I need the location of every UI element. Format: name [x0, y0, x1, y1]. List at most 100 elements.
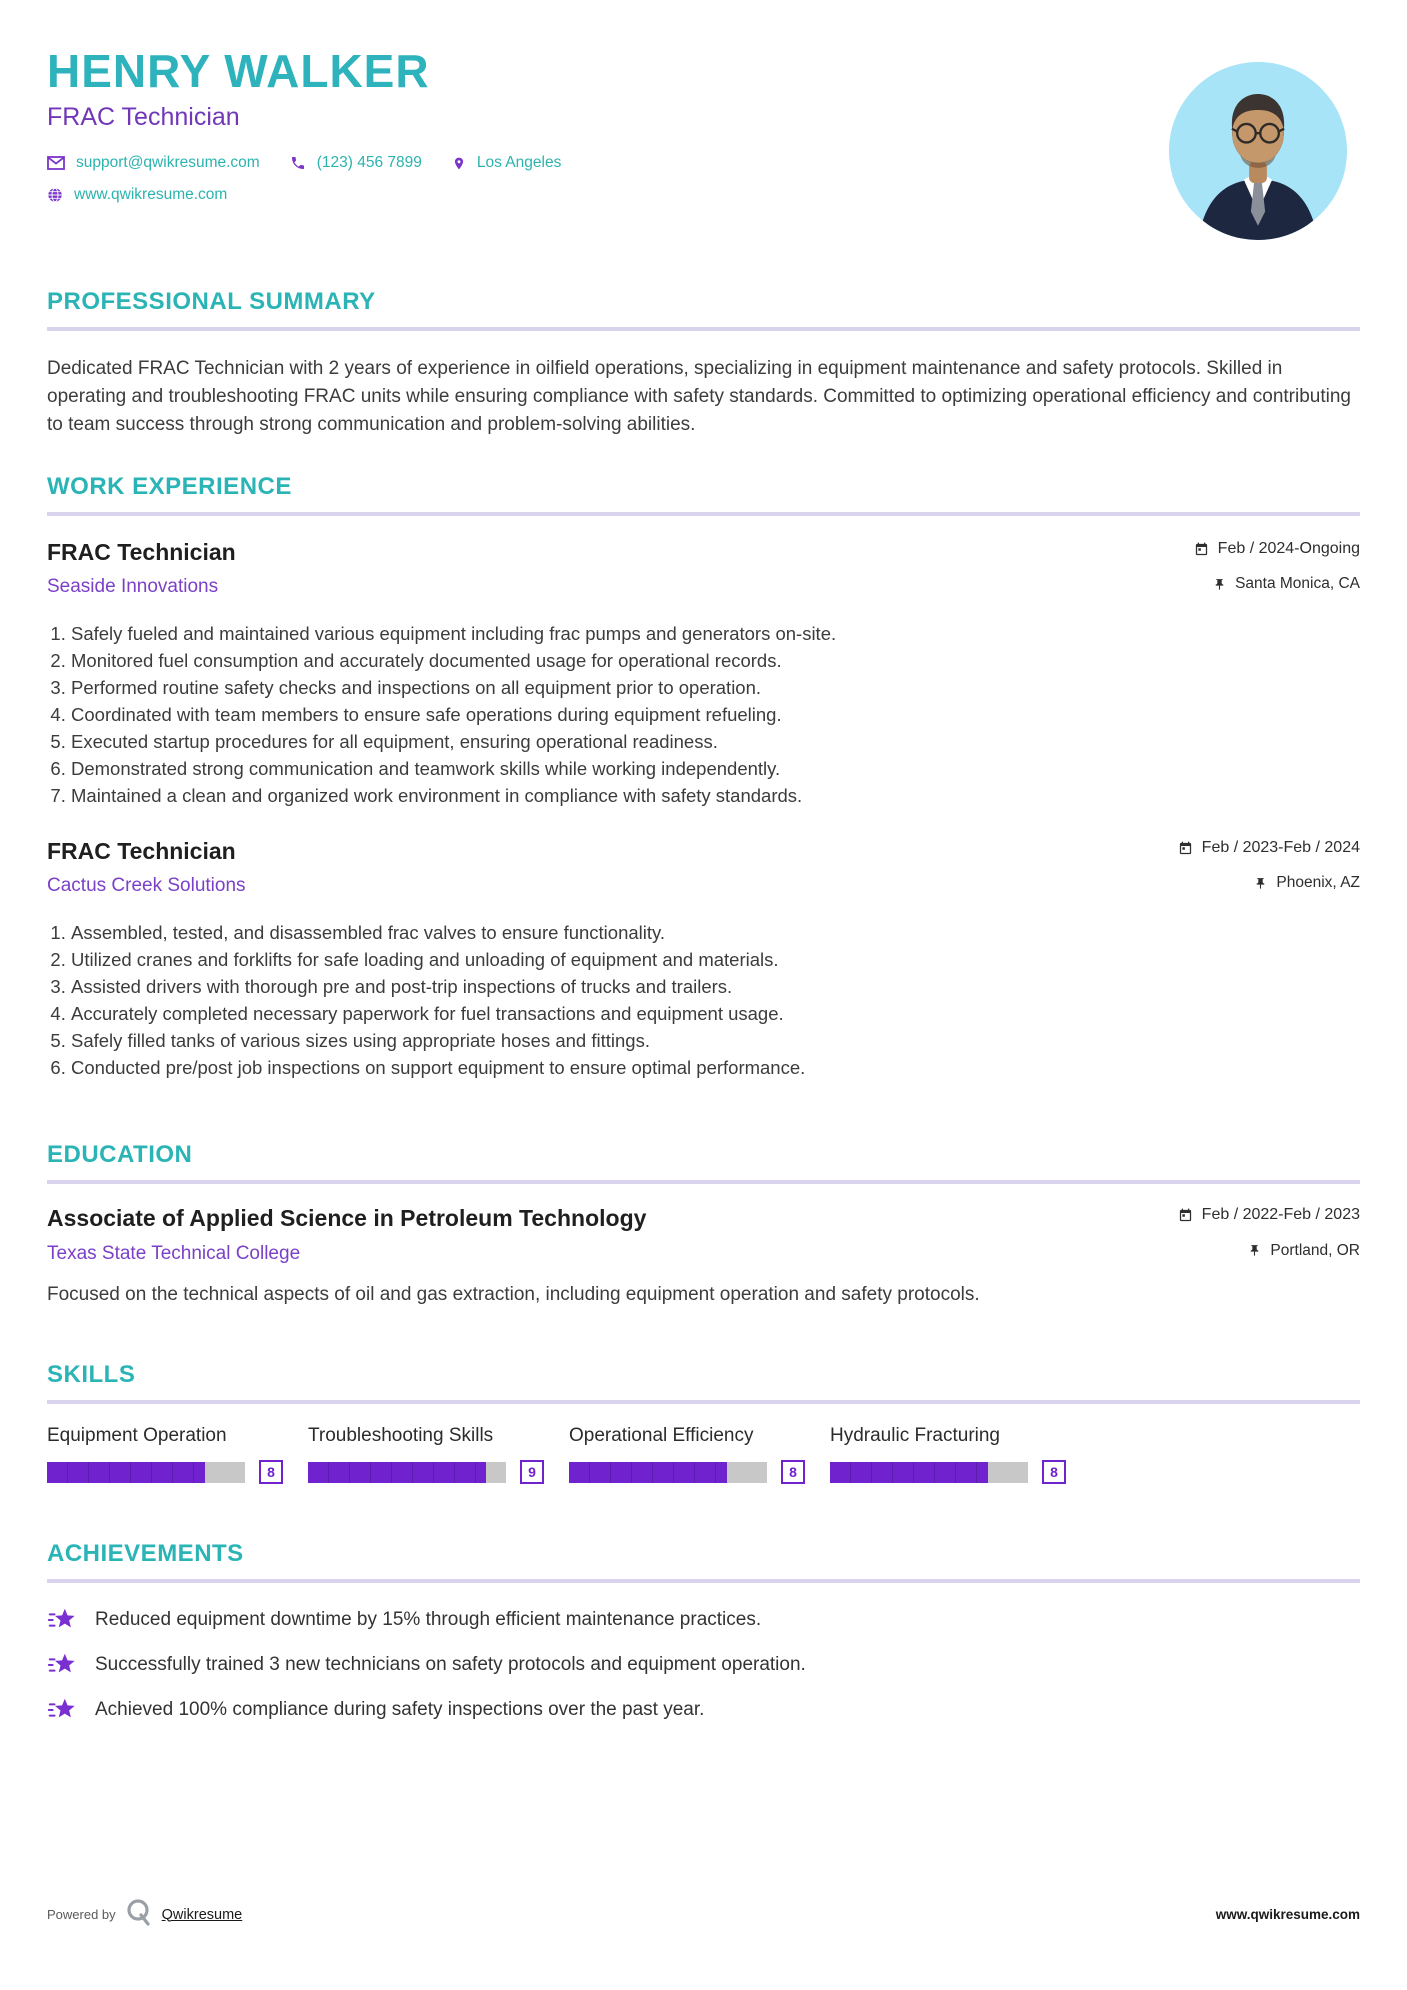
education-entry: Associate of Applied Science in Petroleu…: [47, 1206, 1360, 1308]
candidate-name: HENRY WALKER: [47, 45, 430, 97]
job-title: FRAC Technician: [47, 539, 236, 565]
website-row: www.qwikresume.com: [47, 186, 1360, 204]
shooting-star-icon: [47, 1650, 77, 1680]
school-name: Texas State Technical College: [47, 1242, 301, 1264]
qwikresume-q-icon: [126, 1897, 152, 1932]
job-entry-2: FRAC Technician Feb / 2023-Feb / 2024 Ca…: [47, 838, 1360, 1081]
skill-name: Operational Efficiency: [569, 1424, 754, 1446]
powered-by-label: Powered by: [47, 1907, 116, 1922]
section-professional-summary: PROFESSIONAL SUMMARY Dedicated FRAC Tech…: [47, 290, 1360, 439]
job-dates: Feb / 2024-Ongoing: [1194, 540, 1360, 558]
job-location-text: Santa Monica, CA: [1235, 575, 1360, 593]
job-title: FRAC Technician: [47, 838, 236, 865]
job-bullet: Safely filled tanks of various sizes usi…: [71, 1027, 1360, 1054]
job-bullet: Coordinated with team members to ensure …: [71, 701, 1360, 728]
achievement-text: Achieved 100% compliance during safety i…: [95, 1699, 705, 1721]
summary-text: Dedicated FRAC Technician with 2 years o…: [47, 358, 1351, 435]
phone-text: (123) 456 7899: [316, 154, 422, 171]
section-education: EDUCATION Associate of Applied Science i…: [47, 1143, 1360, 1308]
education-dates-text: Feb / 2022-Feb / 2023: [1201, 1206, 1360, 1224]
skill-item: Hydraulic Fracturing 8: [830, 1425, 1066, 1485]
job-bullet: Performed routine safety checks and insp…: [71, 674, 1360, 701]
achievement-item: Successfully trained 3 new technicians o…: [47, 1650, 1360, 1680]
achievement-item: Reduced equipment downtime by 15% throug…: [47, 1605, 1360, 1635]
experience-heading: WORK EXPERIENCE: [47, 475, 1360, 516]
calendar-icon: [1178, 841, 1193, 856]
calendar-icon: [1178, 1208, 1193, 1223]
job-bullet: Assisted drivers with thorough pre and p…: [71, 973, 1360, 1000]
job-bullet: Utilized cranes and forklifts for safe l…: [71, 946, 1360, 973]
education-dates: Feb / 2022-Feb / 2023: [1178, 1206, 1360, 1224]
location-item: Los Angeles: [452, 154, 561, 172]
job-company: Cactus Creek Solutions: [47, 875, 246, 897]
phone-link[interactable]: (123) 456 7899: [290, 154, 422, 172]
pushpin-icon: [1213, 577, 1226, 592]
skill-level-badge: 8: [781, 1460, 805, 1485]
job-bullet-list: Safely fueled and maintained various equ…: [47, 620, 1360, 809]
section-work-experience: WORK EXPERIENCE FRAC Technician Feb / 20…: [47, 475, 1360, 1081]
candidate-title: FRAC Technician: [47, 103, 240, 131]
calendar-icon: [1194, 542, 1209, 557]
website-text: www.qwikresume.com: [74, 186, 228, 203]
job-bullet: Assembled, tested, and disassembled frac…: [71, 919, 1360, 946]
skill-name: Troubleshooting Skills: [308, 1424, 494, 1446]
avatar: [1169, 62, 1347, 240]
job-bullet: Executed startup procedures for all equi…: [71, 728, 1360, 755]
footer-website-link[interactable]: www.qwikresume.com: [1215, 1907, 1360, 1922]
skill-progress-bar: [830, 1461, 1028, 1483]
job-bullet: Safely fueled and maintained various equ…: [71, 620, 1360, 647]
location-text: Los Angeles: [476, 154, 562, 171]
contact-row: support@qwikresume.com (123) 456 7899 Lo…: [47, 154, 1360, 172]
job-dates-text: Feb / 2023-Feb / 2024: [1201, 839, 1360, 857]
education-location-text: Portland, OR: [1270, 1241, 1360, 1259]
resume-header: HENRY WALKER FRAC Technician support@qwi…: [47, 45, 1360, 240]
job-bullet: Conducted pre/post job inspections on su…: [71, 1054, 1360, 1081]
degree-title: Associate of Applied Science in Petroleu…: [47, 1205, 647, 1232]
envelope-icon: [47, 156, 65, 170]
website-link[interactable]: www.qwikresume.com: [47, 186, 227, 204]
achievement-item: Achieved 100% compliance during safety i…: [47, 1695, 1360, 1725]
skill-progress-bar: [569, 1461, 767, 1483]
job-bullet: Maintained a clean and organized work en…: [71, 782, 1360, 809]
job-dates: Feb / 2023-Feb / 2024: [1178, 839, 1360, 857]
page-footer: Powered by Qwikresume www.qwikresume.com: [47, 1897, 1360, 1932]
skill-name: Equipment Operation: [47, 1424, 227, 1446]
job-dates-text: Feb / 2024-Ongoing: [1217, 540, 1360, 557]
education-description: Focused on the technical aspects of oil …: [47, 1283, 980, 1305]
section-achievements: ACHIEVEMENTS Reduced equipment downtime …: [47, 1542, 1360, 1725]
skill-progress-bar: [47, 1461, 245, 1483]
section-skills: SKILLS Equipment Operation 8 Troubleshoo…: [47, 1362, 1360, 1485]
skill-level-badge: 9: [520, 1460, 544, 1485]
skill-item: Troubleshooting Skills 9: [308, 1424, 544, 1485]
summary-heading: PROFESSIONAL SUMMARY: [47, 290, 1360, 331]
achievements-heading: ACHIEVEMENTS: [47, 1542, 1360, 1584]
pushpin-icon: [1248, 1243, 1261, 1258]
location-pin-icon: [452, 155, 466, 172]
job-location: Phoenix, AZ: [1254, 874, 1360, 892]
skills-grid: Equipment Operation 8 Troubleshooting Sk…: [47, 1424, 1360, 1485]
pushpin-icon: [1254, 876, 1267, 891]
job-company: Seaside Innovations: [47, 576, 219, 598]
job-bullet: Demonstrated strong communication and te…: [71, 755, 1360, 782]
avatar-photo-illustration: [1169, 62, 1347, 240]
shooting-star-icon: [47, 1605, 77, 1635]
job-bullet: Monitored fuel consumption and accuratel…: [71, 647, 1360, 674]
shooting-star-icon: [47, 1695, 77, 1725]
achievement-text: Reduced equipment downtime by 15% throug…: [95, 1609, 762, 1631]
job-location: Santa Monica, CA: [1213, 575, 1360, 593]
skill-item: Equipment Operation 8: [47, 1424, 283, 1485]
brand-link[interactable]: Qwikresume: [161, 1906, 243, 1923]
globe-icon: [47, 187, 63, 203]
job-location-text: Phoenix, AZ: [1276, 874, 1360, 892]
achievements-list: Reduced equipment downtime by 15% throug…: [47, 1605, 1360, 1725]
education-heading: EDUCATION: [47, 1143, 1360, 1185]
phone-icon: [290, 155, 306, 171]
job-bullet: Accurately completed necessary paperwork…: [71, 1000, 1360, 1027]
email-text: support@qwikresume.com: [76, 154, 260, 171]
skill-progress-bar: [308, 1461, 506, 1483]
skill-level-badge: 8: [259, 1460, 283, 1485]
email-link[interactable]: support@qwikresume.com: [47, 154, 260, 172]
skill-item: Operational Efficiency 8: [569, 1424, 805, 1485]
skills-heading: SKILLS: [47, 1362, 1360, 1404]
